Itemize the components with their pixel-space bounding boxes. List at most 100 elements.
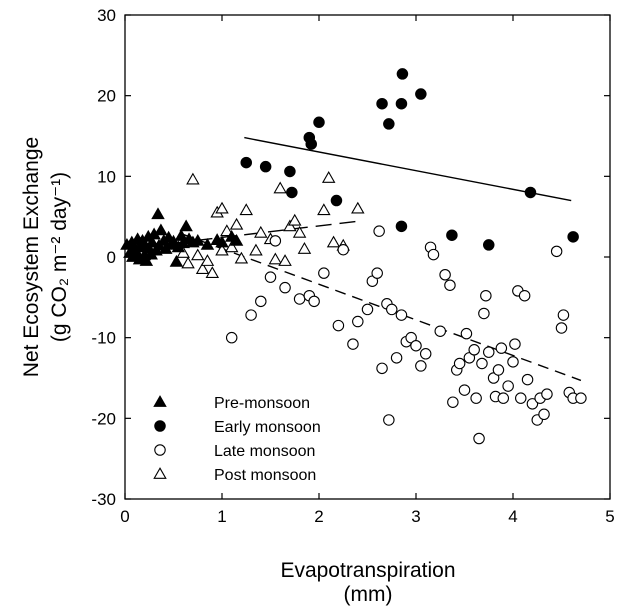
- data-point: [229, 233, 244, 246]
- data-point: [195, 262, 210, 275]
- data-point: [518, 289, 531, 302]
- data-point: [139, 254, 154, 266]
- data-point: [264, 271, 277, 283]
- data-point: [447, 396, 459, 408]
- legend-label-early-monsoon: Early monsoon: [214, 419, 321, 436]
- data-point: [470, 392, 482, 404]
- data-point: [166, 234, 181, 247]
- data-point: [283, 219, 297, 232]
- data-point: [458, 384, 471, 396]
- legend-label-pre-monsoon: Pre-monsoon: [214, 395, 310, 412]
- data-point: [541, 388, 553, 400]
- legend-marker: [153, 467, 167, 479]
- data-point: [526, 398, 539, 410]
- data-point: [215, 235, 229, 248]
- data-point: [395, 220, 408, 233]
- data-point: [476, 357, 488, 370]
- data-point: [395, 97, 408, 110]
- data-point: [524, 186, 537, 199]
- legend-marker: [154, 444, 166, 456]
- plot-frame: [124, 14, 611, 500]
- data-point: [410, 339, 422, 352]
- data-point: [292, 225, 307, 238]
- y-axis-title-line2: (g CO₂ m⁻² day⁻¹): [48, 172, 71, 342]
- data-point: [215, 243, 229, 256]
- data-point: [191, 248, 205, 261]
- data-point: [390, 352, 403, 364]
- data-point: [205, 266, 220, 279]
- data-point: [259, 160, 272, 173]
- legend-markers: [153, 395, 167, 479]
- data-point: [383, 118, 395, 130]
- data-point: [245, 309, 257, 321]
- legend-label-late-monsoon: Late monsoon: [214, 443, 315, 460]
- x-tick-label: 1: [217, 507, 226, 526]
- y-tick-label: 0: [107, 248, 116, 267]
- data-points: [120, 68, 587, 445]
- data-point: [439, 268, 451, 281]
- data-point: [200, 254, 215, 266]
- data-point: [502, 380, 514, 392]
- data-point: [224, 240, 239, 253]
- data-point: [234, 251, 249, 264]
- data-point: [575, 392, 587, 404]
- data-point: [376, 97, 388, 110]
- data-point: [288, 213, 302, 226]
- data-point: [468, 344, 480, 356]
- axis-ticks: 0 1 2 3 4 5 -30 -20 -10 0 10 20 30: [91, 6, 614, 526]
- data-point: [385, 303, 398, 316]
- data-point: [225, 331, 238, 344]
- data-point: [515, 392, 527, 404]
- data-point: [284, 165, 296, 178]
- data-point: [509, 338, 521, 350]
- data-point: [460, 327, 473, 340]
- data-point: [415, 88, 427, 100]
- x-axis-title-line2: (mm): [344, 583, 393, 606]
- data-point: [268, 252, 283, 265]
- data-point: [215, 201, 229, 214]
- data-point: [337, 243, 349, 256]
- data-point: [286, 186, 298, 199]
- data-point: [169, 254, 184, 267]
- x-tick-label: 2: [314, 507, 323, 526]
- data-point: [186, 172, 200, 185]
- data-point: [176, 246, 190, 258]
- data-point: [396, 68, 409, 80]
- data-point: [347, 338, 359, 350]
- data-point: [249, 243, 263, 256]
- x-tick-label: 3: [411, 507, 420, 526]
- data-point: [255, 295, 267, 308]
- y-tick-label: 10: [97, 167, 116, 186]
- data-point: [229, 217, 244, 230]
- data-point: [239, 203, 253, 216]
- data-point: [220, 224, 234, 237]
- legend: Pre-monsoon Early monsoon Late monsoon P…: [153, 395, 321, 484]
- data-point: [427, 248, 440, 261]
- y-tick-label: -10: [91, 329, 116, 348]
- data-point: [497, 392, 510, 404]
- data-point: [154, 223, 168, 236]
- data-point: [326, 235, 341, 248]
- x-tick-label: 5: [605, 507, 614, 526]
- data-point: [419, 348, 432, 360]
- data-point: [495, 342, 508, 354]
- legend-marker: [153, 395, 167, 407]
- y-axis-title-line1: Net Ecosystem Exchange: [20, 137, 43, 377]
- data-point: [151, 207, 165, 220]
- data-point: [507, 356, 519, 368]
- data-point: [550, 245, 563, 258]
- data-point: [415, 360, 427, 372]
- data-point: [351, 201, 365, 214]
- data-point: [473, 432, 485, 445]
- data-point: [383, 414, 395, 426]
- data-point: [446, 229, 458, 241]
- data-point: [555, 322, 568, 334]
- y-tick-label: 20: [97, 87, 116, 106]
- data-point: [371, 267, 383, 279]
- y-tick-label: 30: [97, 6, 116, 25]
- data-point: [538, 408, 550, 421]
- data-point: [480, 289, 492, 302]
- data-point: [521, 373, 534, 386]
- data-point: [330, 194, 343, 207]
